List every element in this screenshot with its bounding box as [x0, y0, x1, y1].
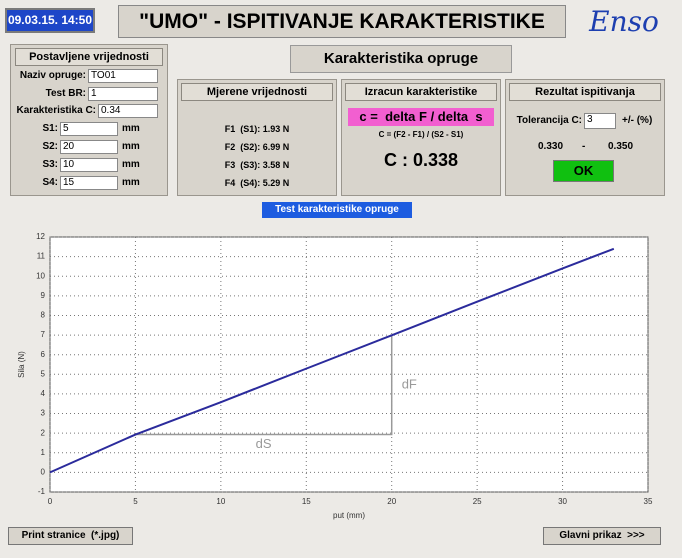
ds-df-guide [135, 335, 393, 436]
logo: Enso [589, 5, 659, 38]
panel-header: Rezultat ispitivanja [509, 83, 661, 101]
max-value: 0.350 [608, 141, 634, 152]
status: OK [553, 160, 614, 182]
distance-unit: mm [122, 123, 140, 134]
distance-input[interactable]: 10 [60, 158, 118, 172]
calc-result: C : 0.338 [383, 150, 459, 170]
y-tick-label: 0 [41, 467, 46, 476]
plot-area [49, 236, 649, 493]
field-label: Test BR: [45, 88, 86, 99]
x-tick-label: 10 [216, 497, 225, 506]
distance-label: S1: [42, 123, 58, 134]
dash: - [582, 141, 586, 152]
settings-panel [10, 44, 168, 196]
y-tick-label: 7 [41, 330, 46, 339]
y-tick-label: -1 [38, 487, 46, 496]
x-tick-label: 30 [558, 497, 567, 506]
y-tick-label: 4 [41, 389, 46, 398]
distance-unit: mm [122, 159, 140, 170]
tolerance-input[interactable]: 3 [584, 113, 616, 129]
y-tick-label: 12 [36, 232, 45, 241]
y-tick-label: 1 [41, 448, 46, 457]
field-label: Naziv opruge: [19, 70, 86, 81]
x-axis-label: put (mm) [333, 511, 365, 520]
chart-label: Test karakteristike opruge [262, 202, 412, 218]
y-tick-label: 11 [37, 252, 46, 261]
measured-row: F3 (S3): 3.58 N [224, 160, 290, 170]
field-input[interactable]: TO01 [88, 69, 158, 83]
panel-header: Izracun karakteristike [345, 83, 497, 101]
measured-row: F4 (S4): 5.29 N [224, 178, 290, 188]
distance-label: S4: [42, 177, 58, 188]
distance-input[interactable]: 20 [60, 140, 118, 154]
page-title: Karakteristika opruge [290, 45, 512, 73]
y-tick-label: 3 [41, 409, 46, 418]
annotation: dF [402, 376, 417, 391]
distance-label: S2: [42, 141, 58, 152]
print-button[interactable]: Print stranice (*.jpg) [8, 527, 133, 545]
y-tick-label: 9 [41, 291, 46, 300]
formula-detail: C = (F2 - F1) / (S2 - S1) [378, 130, 464, 139]
panel-header: Mjerene vrijednosti [181, 83, 333, 101]
measured-row: F1 (S1): 1.93 N [224, 124, 290, 134]
formula: c = delta F / delta s [348, 108, 494, 126]
panel-header: Postavljene vrijednosti [15, 48, 163, 66]
x-tick-label: 25 [473, 497, 482, 506]
distance-label: S3: [42, 159, 58, 170]
y-tick-label: 10 [36, 271, 45, 280]
min-value: 0.330 [538, 141, 564, 152]
y-tick-label: 5 [41, 369, 46, 378]
distance-unit: mm [122, 141, 140, 152]
tolerance-label: Tolerancija C: [516, 115, 582, 126]
x-tick-label: 15 [302, 497, 311, 506]
distance-unit: mm [122, 177, 140, 188]
main-button[interactable]: Glavni prikaz >>> [543, 527, 661, 545]
app-title: "UMO" - ISPITIVANJE KARAKTERISTIKE [118, 5, 566, 38]
field-label: Karakteristika C: [16, 105, 96, 116]
x-tick-label: 35 [644, 497, 653, 506]
x-tick-label: 5 [133, 497, 138, 506]
y-axis-label: Sila (N) [17, 351, 26, 378]
y-tick-label: 6 [41, 350, 46, 359]
field-input[interactable]: 0.34 [98, 104, 158, 118]
distance-input[interactable]: 15 [60, 176, 118, 190]
tolerance-unit: +/- (%) [622, 115, 653, 126]
datetime: 09.03.15. 14:50 [5, 8, 95, 33]
distance-input[interactable]: 5 [60, 122, 118, 136]
annotation: dS [256, 436, 272, 451]
y-tick-label: 8 [41, 311, 46, 320]
field-input[interactable]: 1 [88, 87, 158, 101]
x-tick-label: 20 [387, 497, 396, 506]
y-tick-label: 2 [41, 428, 46, 437]
measured-row: F2 (S2): 6.99 N [224, 142, 290, 152]
x-tick-label: 0 [48, 497, 53, 506]
data-line [49, 247, 615, 474]
